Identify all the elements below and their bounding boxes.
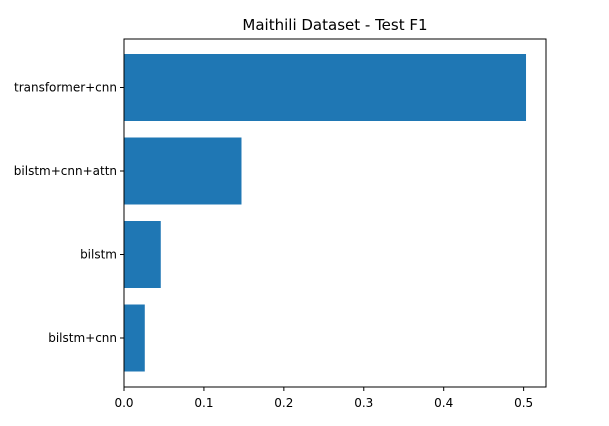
x-tick-label: 0.2 [274, 396, 293, 410]
x-tick-label: 0.1 [194, 396, 213, 410]
x-axis-ticks: 0.0 0.1 0.2 0.3 0.4 0.5 [114, 387, 533, 410]
y-tick-label: bilstm+cnn+attn [14, 164, 117, 178]
x-tick-label: 0.0 [114, 396, 133, 410]
bar-1 [124, 137, 242, 205]
x-tick-label: 0.5 [514, 396, 533, 410]
y-tick-label: bilstm [80, 248, 117, 262]
bar-2 [124, 221, 161, 288]
x-tick-label: 0.3 [354, 396, 373, 410]
y-tick-label: bilstm+cnn [48, 331, 117, 345]
bars-layer [124, 54, 527, 372]
y-axis-ticks: transformer+cnn bilstm+cnn+attn bilstm bils… [14, 81, 124, 345]
bar-0 [124, 54, 527, 121]
plot-frame [123, 38, 547, 388]
x-tick-label: 0.4 [434, 396, 453, 410]
y-tick-label: transformer+cnn [14, 81, 117, 95]
bar-3 [124, 304, 145, 372]
chart-title: Maithili Dataset - Test F1 [242, 16, 427, 34]
